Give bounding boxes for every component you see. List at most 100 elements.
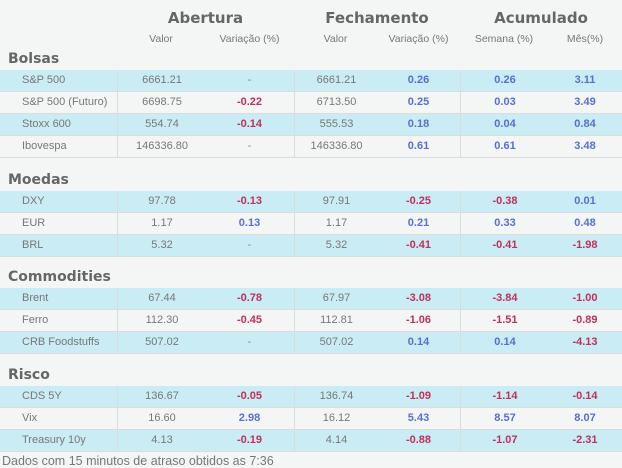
cell-close-change: -3.08 — [405, 292, 432, 304]
cell-open-change: - — [247, 140, 252, 152]
cell-close-change: 0.18 — [407, 118, 430, 130]
cell-open-value: 5.32 — [117, 235, 206, 256]
section-title: Risco — [8, 367, 50, 383]
cell-open-change: 0.13 — [238, 217, 261, 229]
cell-week-change: -0.38 — [460, 191, 549, 212]
row-label: CRB Foodstuffs — [22, 336, 100, 348]
cell-close-value: 16.12 — [294, 408, 378, 429]
cell-close-value: 136.74 — [294, 386, 378, 407]
group-header-1: Fechamento — [325, 9, 429, 27]
cell-close-change: -0.88 — [405, 434, 432, 446]
column-header-3: Variação (%) — [388, 33, 449, 45]
table-row: Ibovespa 146336.80 - 146336.80 0.61 0.61 3.48 — [0, 136, 622, 158]
cell-open-value: 4.13 — [117, 430, 206, 451]
row-label: Ibovespa — [22, 140, 67, 152]
table-row: DXY 97.78 -0.13 97.91 -0.25 -0.38 0.01 — [0, 191, 622, 213]
cell-week-change: 0.26 — [460, 70, 549, 91]
cell-close-change: -1.09 — [405, 390, 432, 402]
cell-close-value: 146336.80 — [294, 136, 378, 157]
table-row: Stoxx 600 554.74 -0.14 555.53 0.18 0.04 0.84 — [0, 114, 622, 136]
cell-close-change: 0.21 — [407, 217, 430, 229]
cell-close-value: 1.17 — [294, 213, 378, 234]
cell-week-change: -3.84 — [460, 288, 549, 309]
cell-open-value: 6698.75 — [117, 92, 206, 113]
cell-open-change: - — [247, 74, 252, 86]
cell-close-change: 0.14 — [407, 336, 430, 348]
cell-month-change: 3.48 — [574, 140, 596, 152]
row-label: CDS 5Y — [22, 390, 62, 402]
row-label: BRL — [22, 239, 44, 251]
cell-week-change: -0.41 — [460, 235, 549, 256]
cell-close-change: -0.25 — [405, 195, 432, 207]
table-row: EUR 1.17 0.13 1.17 0.21 0.33 0.48 — [0, 213, 622, 235]
row-label: Ferro — [22, 314, 49, 326]
table-row: CDS 5Y 136.67 -0.05 136.74 -1.09 -1.14 -0.14 — [0, 386, 622, 408]
cell-open-change: -0.05 — [236, 390, 263, 402]
cell-close-change: 0.25 — [407, 96, 430, 108]
cell-week-change: 0.04 — [460, 114, 549, 135]
row-label: Treasury 10y — [22, 434, 86, 446]
column-header-1: Variação (%) — [219, 33, 280, 45]
cell-close-value: 555.53 — [294, 114, 378, 135]
row-label: Stoxx 600 — [22, 118, 71, 130]
table-row: CRB Foodstuffs 507.02 - 507.02 0.14 0.14 -4.13 — [0, 332, 622, 354]
section-title: Bolsas — [8, 51, 60, 67]
cell-open-change: -0.14 — [236, 118, 263, 130]
cell-week-change: -1.07 — [460, 430, 549, 451]
column-header-4: Semana (%) — [474, 33, 534, 45]
cell-week-change: -1.51 — [460, 310, 549, 331]
cell-open-value: 136.67 — [117, 386, 206, 407]
cell-month-change: 0.01 — [574, 195, 596, 207]
cell-close-change: 5.43 — [407, 412, 430, 424]
table-row: Treasury 10y 4.13 -0.19 4.14 -0.88 -1.07 -2.31 — [0, 430, 622, 452]
cell-month-change: -2.31 — [572, 434, 598, 446]
cell-close-value: 112.81 — [294, 310, 378, 331]
cell-open-value: 6661.21 — [117, 70, 206, 91]
cell-close-change: -0.41 — [405, 239, 432, 251]
cell-month-change: 0.48 — [574, 217, 596, 229]
cell-week-change: -1.14 — [460, 386, 549, 407]
cell-open-change: -0.19 — [236, 434, 263, 446]
cell-open-change: - — [247, 239, 252, 251]
section-title: Commodities — [8, 269, 111, 285]
cell-open-value: 97.78 — [117, 191, 206, 212]
cell-close-change: 0.26 — [407, 74, 430, 86]
cell-week-change: 0.14 — [460, 332, 549, 353]
cell-close-change: -1.06 — [405, 314, 432, 326]
table-row: S&P 500 (Futuro) 6698.75 -0.22 6713.50 0.25 0… — [0, 92, 622, 114]
cell-month-change: -0.89 — [572, 314, 598, 326]
group-header-2: Acumulado — [494, 9, 588, 27]
cell-close-value: 6713.50 — [294, 92, 378, 113]
cell-open-value: 16.60 — [117, 408, 206, 429]
table-row: Vix 16.60 2.98 16.12 5.43 8.57 8.07 — [0, 408, 622, 430]
cell-month-change: 3.11 — [574, 74, 596, 86]
table-row: BRL 5.32 - 5.32 -0.41 -0.41 -1.98 — [0, 235, 622, 257]
cell-close-value: 6661.21 — [294, 70, 378, 91]
cell-month-change: -1.98 — [572, 239, 598, 251]
cell-month-change: 0.84 — [574, 118, 596, 130]
cell-month-change: -0.14 — [572, 390, 598, 402]
section-title: Moedas — [8, 172, 69, 188]
cell-close-change: 0.61 — [407, 140, 430, 152]
cell-week-change: 0.03 — [460, 92, 549, 113]
cell-open-change: - — [247, 336, 252, 348]
cell-open-change: 2.98 — [238, 412, 261, 424]
column-header-2: Valor — [323, 33, 348, 45]
row-label: EUR — [22, 217, 46, 229]
cell-open-value: 67.44 — [117, 288, 206, 309]
row-label: Brent — [22, 292, 49, 304]
cell-week-change: 0.61 — [460, 136, 549, 157]
cell-week-change: 0.33 — [460, 213, 549, 234]
cell-month-change: -1.00 — [572, 292, 598, 304]
cell-open-change: -0.45 — [236, 314, 263, 326]
table-row: Ferro 112.30 -0.45 112.81 -1.06 -1.51 -0.89 — [0, 310, 622, 332]
row-label: Vix — [22, 412, 38, 424]
cell-close-value: 97.91 — [294, 191, 378, 212]
cell-close-value: 67.97 — [294, 288, 378, 309]
cell-open-value: 1.17 — [117, 213, 206, 234]
cell-close-value: 5.32 — [294, 235, 378, 256]
cell-close-value: 507.02 — [294, 332, 378, 353]
cell-open-change: -0.13 — [236, 195, 263, 207]
table-row: S&P 500 6661.21 - 6661.21 0.26 0.26 3.11 — [0, 70, 622, 92]
row-label: S&P 500 — [22, 74, 66, 86]
